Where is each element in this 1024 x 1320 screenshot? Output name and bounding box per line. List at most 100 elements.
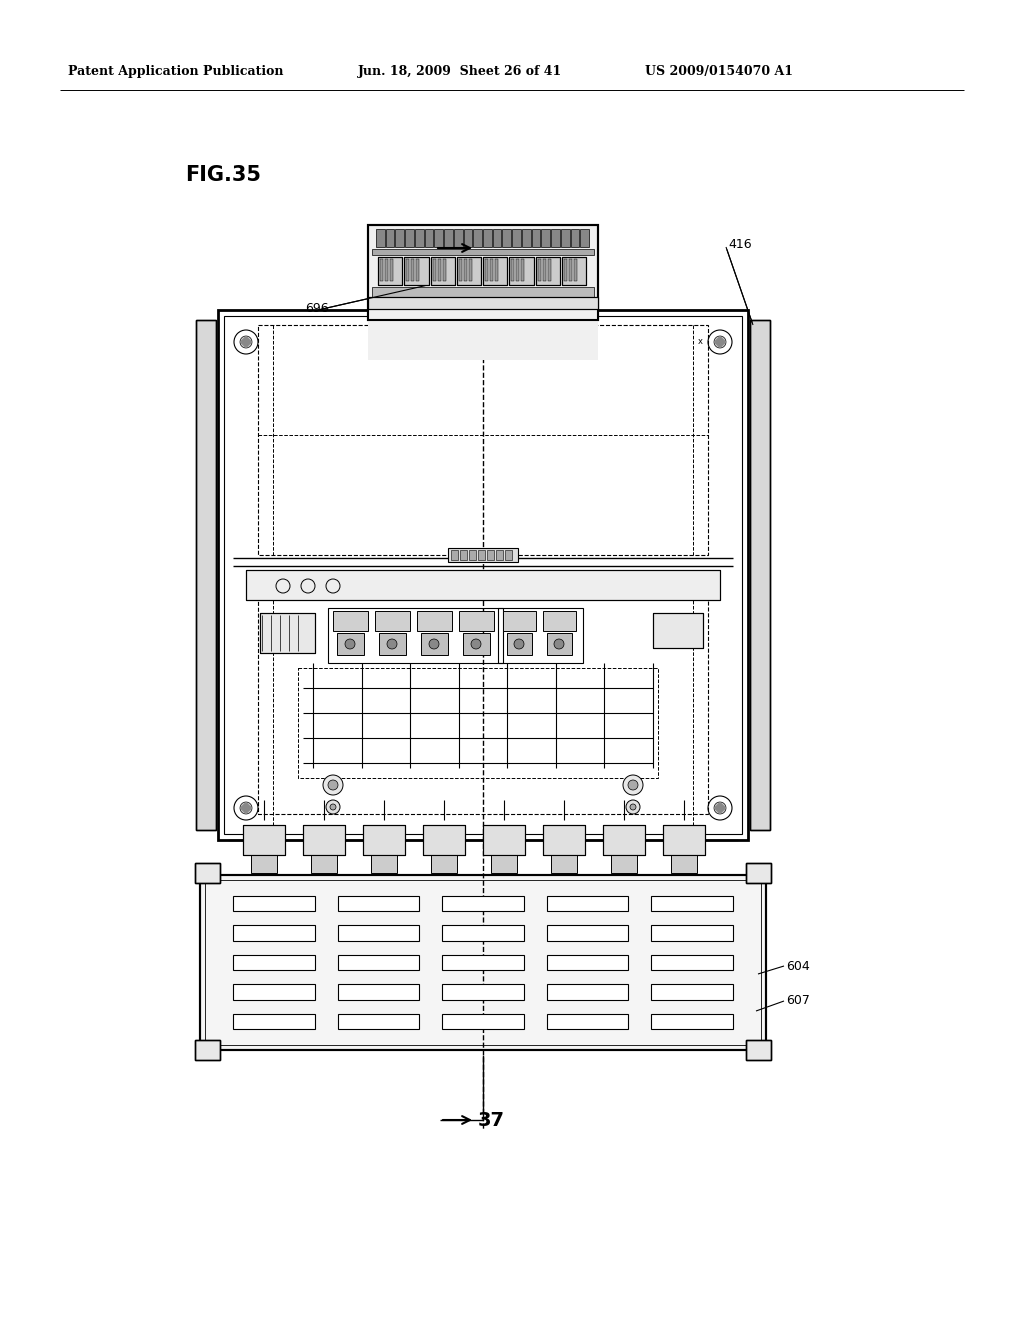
Bar [511,259,514,281]
Bar [385,259,388,281]
Bar [568,259,571,281]
Bar [195,863,220,883]
Circle shape [330,804,336,810]
Bar [547,954,628,970]
Bar [543,611,575,631]
Polygon shape [715,337,725,347]
Bar [460,550,467,560]
Bar [298,668,658,777]
Bar [564,259,566,281]
Bar [338,954,419,970]
Bar [407,259,410,281]
Bar [233,954,315,970]
Bar [449,548,518,562]
Text: US 2009/0154070 A1: US 2009/0154070 A1 [645,66,793,78]
Bar [478,550,485,560]
Text: Patent Application Publication: Patent Application Publication [68,66,284,78]
Bar [337,634,364,655]
Bar [442,896,523,911]
Bar [503,228,511,247]
Bar [243,825,285,855]
Bar [542,228,550,247]
Bar [750,319,770,830]
Bar [233,896,315,911]
Bar [421,634,449,655]
Bar [463,634,490,655]
Bar [218,310,748,840]
Bar [431,855,457,873]
Bar [746,1040,771,1060]
Bar [416,259,419,281]
Bar [459,611,494,631]
Bar [338,925,419,941]
Bar [495,259,498,281]
Bar [490,259,493,281]
Bar [483,825,525,855]
Bar [303,825,345,855]
Bar [746,1040,771,1060]
Bar [260,612,315,653]
Bar [548,259,551,281]
Circle shape [326,800,340,814]
Bar [469,259,472,281]
Circle shape [240,803,252,814]
Bar [603,825,645,855]
Bar [415,228,424,247]
Bar [423,825,465,855]
Bar [509,257,534,285]
Bar [651,985,732,999]
Bar [328,609,503,663]
Bar [200,875,766,1049]
Bar [653,612,703,648]
Bar [311,855,337,873]
Bar [651,1014,732,1030]
Bar [457,257,481,285]
Bar [483,257,507,285]
Bar [547,925,628,941]
Bar [371,855,397,873]
Bar [372,286,594,297]
Circle shape [630,804,636,810]
Bar [663,825,705,855]
Circle shape [429,639,439,649]
Bar [444,228,453,247]
Circle shape [345,639,355,649]
Circle shape [471,639,481,649]
Bar [430,257,455,285]
Bar [493,228,502,247]
Bar [390,259,393,281]
Bar [483,228,492,247]
Polygon shape [241,337,252,347]
Text: x: x [697,338,702,346]
Bar [490,855,517,873]
Text: 37: 37 [478,235,505,255]
Bar [434,228,443,247]
Bar [303,825,345,855]
Bar [251,855,278,873]
Bar [195,1040,220,1060]
Bar [195,1040,220,1060]
Text: FIG.35: FIG.35 [185,165,261,185]
Bar [671,855,697,873]
Bar [258,574,708,814]
Polygon shape [715,803,725,813]
Bar [368,224,598,319]
Bar [395,228,404,247]
Bar [386,228,394,247]
Bar [437,259,440,281]
Bar [611,855,637,873]
Bar [380,259,383,281]
Bar [581,228,589,247]
Bar [503,611,536,631]
Bar [496,550,503,560]
Bar [260,612,315,653]
Bar [457,257,481,285]
Bar [487,550,494,560]
Bar [653,612,703,648]
Bar [543,259,546,281]
Bar [362,825,406,855]
Circle shape [714,337,726,348]
Bar [378,257,402,285]
Bar [507,634,532,655]
Bar [516,259,519,281]
